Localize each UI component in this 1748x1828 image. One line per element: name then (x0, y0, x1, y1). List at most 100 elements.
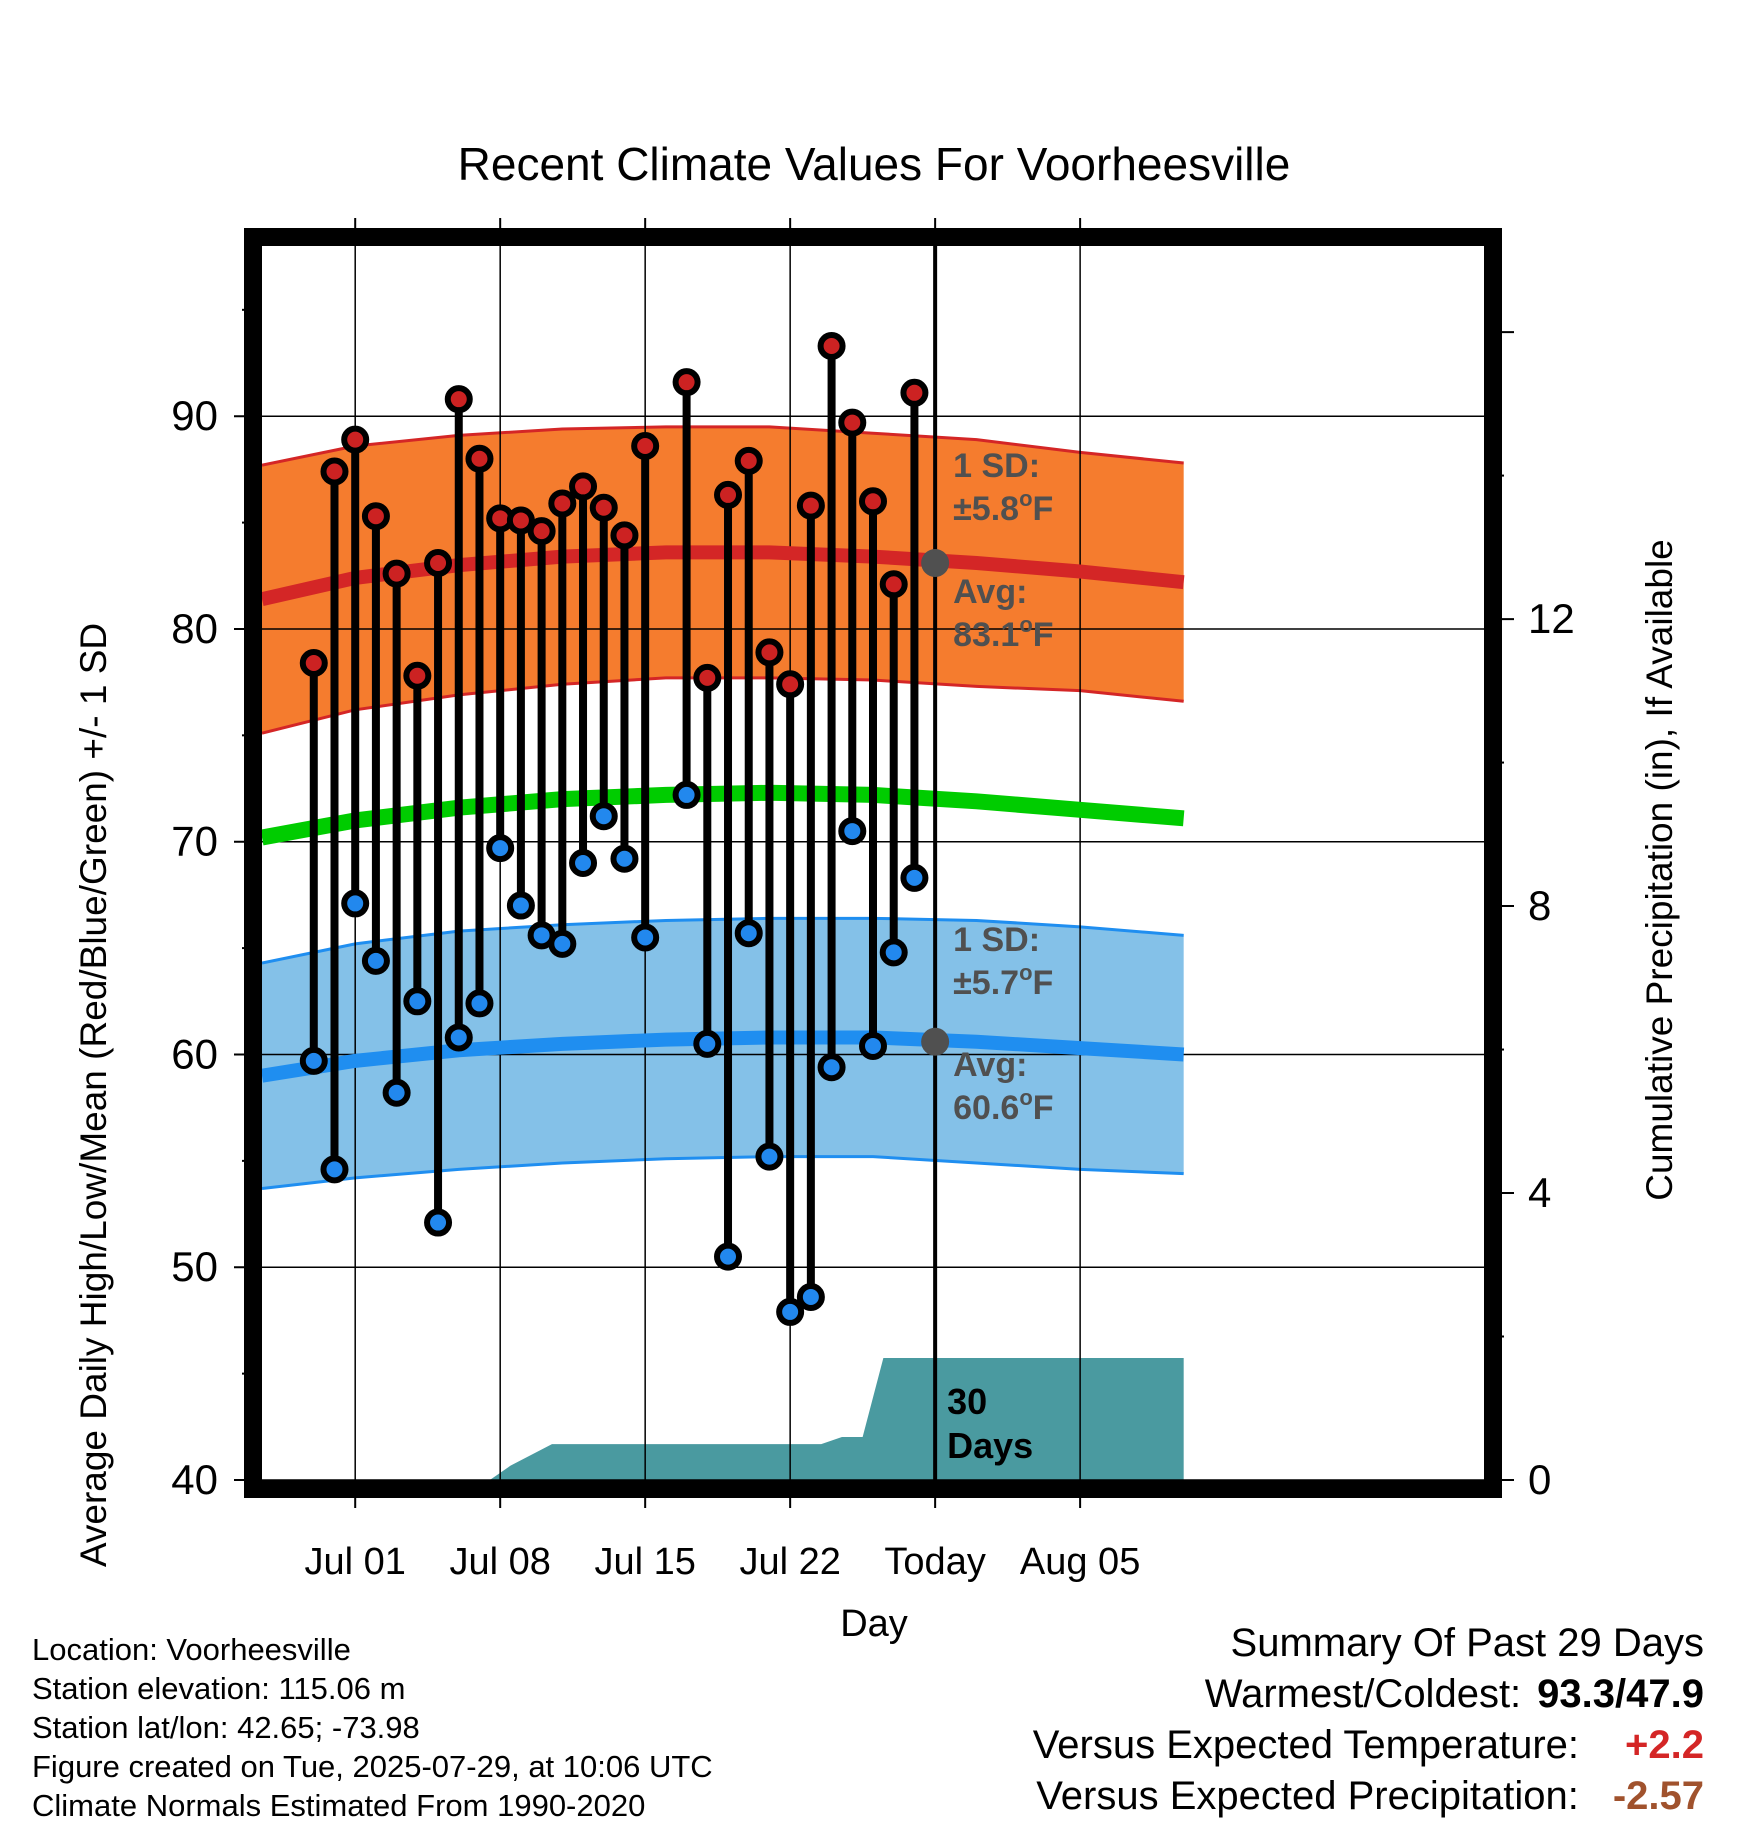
low-sd-label: 1 SD: (953, 921, 1040, 959)
daily-high-point (714, 480, 743, 509)
normals-text: Climate Normals Estimated From 1990-2020 (32, 1788, 646, 1823)
daily-high-point (403, 661, 432, 690)
low-avg-label: Avg: (953, 1046, 1027, 1084)
daily-high-point (631, 431, 660, 460)
chart-title: Recent Climate Values For Voorheesville (458, 138, 1291, 190)
high-avg-label: Avg: (953, 573, 1027, 611)
y2-tick-label-0: 0 (1528, 1456, 1551, 1503)
y-tick-label-70: 70 (171, 818, 218, 865)
daily-high-point (320, 457, 349, 486)
y-tick-label-80: 80 (171, 605, 218, 652)
daily-low-point (755, 1142, 784, 1171)
daily-low-point (734, 919, 763, 948)
y-tick-label-60: 60 (171, 1030, 218, 1077)
daily-high-point (589, 493, 618, 522)
daily-low-point (361, 946, 390, 975)
daily-high-point (569, 472, 598, 501)
days-label-number: 30 (947, 1381, 987, 1422)
daily-high-point (859, 487, 887, 516)
daily-high-point (341, 425, 370, 454)
daily-low-point (879, 938, 908, 967)
high-sd-upper-line (262, 425, 1184, 467)
y-tick-label-50: 50 (171, 1243, 218, 1290)
y2-tick-label-4: 4 (1528, 1169, 1551, 1216)
daily-high-point (776, 670, 805, 699)
plot-frame (244, 228, 1502, 1498)
daily-high-point (444, 385, 473, 414)
high-avg-value: 83.1oF (953, 612, 1053, 654)
daily-high-point (755, 638, 784, 667)
daily-low-point (796, 1283, 825, 1312)
daily-low-point (444, 1023, 473, 1052)
daily-low-point (341, 889, 370, 918)
daily-high-point (382, 559, 411, 588)
summary-precip-row: Versus Expected Precipitation: -2.57 (1033, 1771, 1704, 1822)
low-sd-lower-line (262, 1155, 1184, 1191)
x-axis-label: Day (840, 1603, 908, 1645)
daily-low-point (548, 929, 577, 958)
x-tick-label: Jul 22 (739, 1541, 840, 1583)
daily-high-point (527, 517, 556, 546)
x-tick-label: Today (884, 1541, 985, 1583)
daily-high-point (796, 491, 825, 520)
daily-high-point (693, 663, 722, 692)
days-label-text: Days (947, 1425, 1033, 1466)
daily-low-point (610, 844, 639, 873)
y-tick-label-90: 90 (171, 392, 218, 439)
daily-mean-line (262, 784, 1185, 846)
plot-content (262, 246, 1484, 1480)
daily-low-point (900, 863, 929, 892)
today-high-avg-marker (921, 549, 950, 578)
daily-low-point (838, 817, 867, 846)
high-sd-band (262, 426, 1184, 734)
location-text: Location: Voorheesville (32, 1632, 351, 1667)
daily-low-point (382, 1078, 411, 1107)
elevation-text: Station elevation: 115.06 m (32, 1671, 406, 1706)
today-low-avg-marker (921, 1027, 950, 1056)
summary-warm-cold-row: Warmest/Coldest: 93.3/47.9 (1033, 1669, 1704, 1720)
daily-low-point (693, 1029, 722, 1058)
daily-low-point (424, 1208, 453, 1237)
daily-high-point (879, 570, 908, 599)
daily-low-point (672, 780, 701, 809)
daily-high-point (734, 446, 763, 475)
x-tick-label: Jul 08 (449, 1541, 550, 1583)
high-sd-value: ±5.8oF (953, 486, 1053, 528)
warm-cold-label: Warmest/Coldest: (1204, 1672, 1522, 1716)
daily-high-point (672, 368, 701, 397)
daily-high-point (817, 331, 846, 360)
daily-high-point (299, 649, 328, 678)
station-info: Location: Voorheesville Station elevatio… (32, 1630, 713, 1825)
low-sd-value: ±5.7oF (953, 960, 1053, 1002)
warm-cold-value: 93.3/47.9 (1537, 1672, 1704, 1716)
precip-value: -2.57 (1612, 1774, 1704, 1818)
daily-low-point (569, 849, 598, 877)
latlon-text: Station lat/lon: 42.65; -73.98 (32, 1710, 420, 1745)
low-avg-value: 60.6oF (953, 1085, 1053, 1127)
daily-high-point (900, 378, 929, 407)
high-sd-label: 1 SD: (953, 447, 1040, 485)
created-text: Figure created on Tue, 2025-07-29, at 10… (32, 1749, 713, 1784)
daily-high-point (361, 502, 390, 531)
daily-low-point (486, 834, 515, 863)
temp-value: +2.2 (1625, 1723, 1704, 1767)
summary-temp-row: Versus Expected Temperature: +2.2 (1033, 1720, 1704, 1771)
daily-low-point (817, 1053, 846, 1082)
daily-low-point (589, 802, 618, 831)
daily-low-point (714, 1242, 743, 1271)
y2-tick-label-12: 12 (1528, 595, 1575, 642)
daily-high-point (548, 489, 577, 518)
x-tick-label: Jul 15 (594, 1541, 695, 1583)
daily-high-point (424, 549, 453, 578)
daily-low-point (299, 1046, 328, 1075)
daily-low-point (506, 891, 535, 920)
x-tick-label: Jul 01 (305, 1541, 406, 1583)
y2-axis-label: Cumulative Precipitation (in), If Availa… (1639, 539, 1680, 1201)
daily-high-point (610, 521, 639, 550)
daily-high-point (506, 506, 535, 535)
low-sd-band (262, 918, 1184, 1189)
daily-low-point (465, 989, 494, 1018)
low-sd-upper-line (262, 916, 1184, 965)
